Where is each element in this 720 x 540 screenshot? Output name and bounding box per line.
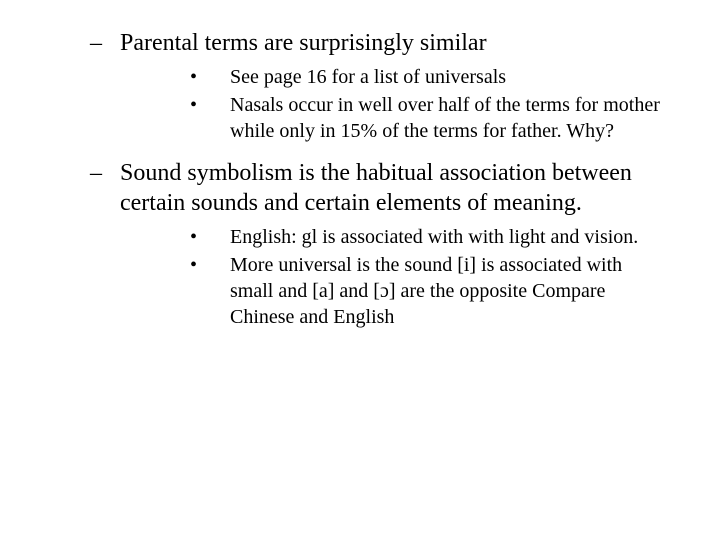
list-item: – Parental terms are surprisingly simila…: [60, 28, 660, 58]
bullet-marker: •: [60, 92, 230, 118]
sub-list: • English: gl is associated with with li…: [60, 224, 660, 330]
list-item: • More universal is the sound [i] is ass…: [60, 252, 660, 330]
sub-list: • See page 16 for a list of universals •…: [60, 64, 660, 144]
list-item: – Sound symbolism is the habitual associ…: [60, 158, 660, 218]
list-item-text: Parental terms are surprisingly similar: [120, 28, 660, 58]
bullet-marker: •: [60, 252, 230, 278]
list-item-text: See page 16 for a list of universals: [230, 64, 660, 90]
slide-content: – Parental terms are surprisingly simila…: [0, 0, 720, 540]
list-item-text: Sound symbolism is the habitual associat…: [120, 158, 660, 218]
bullet-marker: •: [60, 64, 230, 90]
dash-marker: –: [60, 158, 120, 188]
list-item-text: Nasals occur in well over half of the te…: [230, 92, 660, 144]
dash-marker: –: [60, 28, 120, 58]
list-item: • English: gl is associated with with li…: [60, 224, 660, 250]
bullet-marker: •: [60, 224, 230, 250]
list-item: • Nasals occur in well over half of the …: [60, 92, 660, 144]
list-item-text: English: gl is associated with with ligh…: [230, 224, 660, 250]
list-item: • See page 16 for a list of universals: [60, 64, 660, 90]
list-item-text: More universal is the sound [i] is assoc…: [230, 252, 660, 330]
